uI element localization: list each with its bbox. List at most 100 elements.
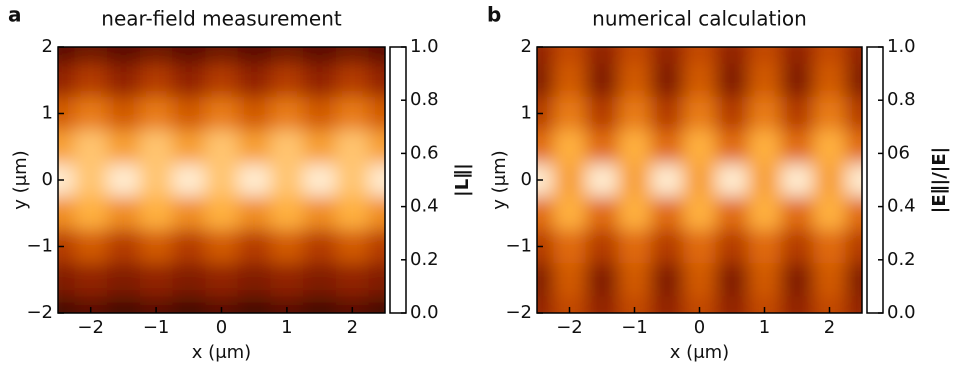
- x-tick-label: 2: [347, 317, 358, 338]
- heatmap-cell: [715, 229, 749, 264]
- heatmap-cell: [845, 229, 862, 264]
- heatmap-cell: [172, 130, 206, 164]
- heatmap-cell: [205, 63, 239, 98]
- y-axis-label: y (μm): [489, 150, 510, 209]
- heatmap-cell: [553, 47, 587, 65]
- y-tick-label: 0: [521, 169, 532, 190]
- colorbar-tick-label: 0.0: [410, 302, 439, 323]
- heatmap-cell: [335, 47, 370, 65]
- heatmap-cell: [335, 263, 370, 297]
- heatmap-cell: [74, 296, 108, 313]
- heatmap-cell: [650, 96, 684, 131]
- colorbar-tick-label: 1.0: [410, 36, 439, 57]
- heatmap-cell: [368, 63, 385, 98]
- heatmap-cell: [748, 229, 782, 264]
- x-tick-label: −2: [77, 317, 104, 338]
- heatmap-cell: [845, 163, 862, 198]
- colorbar-tick-label: 0.8: [887, 89, 916, 110]
- heatmap-cell: [537, 47, 554, 65]
- heatmap-cell: [537, 130, 554, 164]
- x-axis-label: x (μm): [670, 342, 729, 363]
- heatmap-cell: [553, 196, 587, 231]
- heatmap-cell: [270, 96, 304, 131]
- heatmap-cell: [748, 263, 782, 297]
- heatmap-cell: [368, 263, 385, 297]
- heatmap-cell: [683, 263, 717, 297]
- heatmap-cell: [335, 96, 370, 131]
- heatmap-cell: [303, 263, 337, 297]
- colorbar-tick-label: 0.4: [887, 196, 916, 217]
- y-tick-label: −2: [505, 302, 532, 323]
- heatmap-cell: [303, 130, 337, 164]
- heatmap-cell: [74, 47, 108, 65]
- heatmap-cell: [585, 63, 619, 98]
- heatmap-cell: [74, 63, 108, 98]
- heatmap-cell: [553, 130, 587, 164]
- heatmap-cell: [537, 63, 554, 98]
- heatmap-cell: [172, 47, 206, 65]
- heatmap-cell: [683, 163, 717, 198]
- heatmap-cell: [368, 96, 385, 131]
- heatmap-cell: [650, 229, 684, 264]
- heatmap-cell: [845, 47, 862, 65]
- heatmap-cell: [553, 229, 587, 264]
- heatmap-cell: [715, 163, 749, 198]
- heatmap-cell: [74, 229, 108, 264]
- panel-label: b: [487, 3, 501, 27]
- heatmap-cell: [107, 296, 141, 313]
- heatmap-cell: [205, 196, 239, 231]
- heatmap-cell: [303, 196, 337, 231]
- heatmap-cell: [270, 196, 304, 231]
- heatmap-cell: [107, 63, 141, 98]
- y-tick-label: 2: [42, 36, 53, 57]
- heatmap-cell: [780, 196, 814, 231]
- heatmap-cell: [270, 47, 304, 65]
- heatmap-cell: [107, 96, 141, 131]
- heatmap-cell: [107, 163, 141, 198]
- heatmap-cell: [537, 296, 554, 313]
- heatmap-cell: [139, 163, 173, 198]
- colorbar-tick-label: 1.0: [887, 36, 916, 57]
- heatmap-cell: [585, 163, 619, 198]
- heatmap-cell: [172, 196, 206, 231]
- heatmap-cell: [553, 63, 587, 98]
- heatmap-cell: [58, 63, 75, 98]
- heatmap-cell: [618, 47, 652, 65]
- heatmap-cell: [618, 96, 652, 131]
- y-tick-label: 0: [42, 169, 53, 190]
- colorbar-tick-label: 0.8: [410, 89, 439, 110]
- heatmap-cell: [58, 130, 75, 164]
- heatmap-cell: [780, 163, 814, 198]
- heatmap-cell: [553, 96, 587, 131]
- heatmap-cell: [650, 163, 684, 198]
- heatmap-cell: [748, 296, 782, 313]
- heatmap-cell: [58, 163, 75, 198]
- heatmap-cell: [845, 263, 862, 297]
- heatmap-cell: [205, 263, 239, 297]
- heatmap-cell: [780, 47, 814, 65]
- heatmap-cell: [303, 96, 337, 131]
- heatmap-cell: [585, 130, 619, 164]
- heatmap-cell: [107, 47, 141, 65]
- heatmap-cell: [537, 229, 554, 264]
- heatmap-cell: [537, 163, 554, 198]
- heatmap-cell: [715, 296, 749, 313]
- heatmap-cell: [107, 130, 141, 164]
- colorbar-tick-label: 06: [887, 142, 910, 163]
- colorbar-label: |L∥|: [452, 163, 473, 197]
- heatmap-cell: [139, 96, 173, 131]
- chart-title: near-field measurement: [101, 7, 342, 31]
- heatmap-cell: [58, 229, 75, 264]
- heatmap-cell: [715, 96, 749, 131]
- heatmap-cell: [303, 296, 337, 313]
- y-tick-label: −2: [26, 302, 53, 323]
- heatmap-cell: [139, 263, 173, 297]
- heatmap-cell: [650, 296, 684, 313]
- heatmap-cell: [715, 196, 749, 231]
- y-axis-label: y (μm): [10, 150, 31, 209]
- heatmap-cell: [537, 263, 554, 297]
- heatmap-cell: [683, 63, 717, 98]
- heatmap-cell: [748, 63, 782, 98]
- heatmap-cell: [537, 96, 554, 131]
- heatmap-cell: [172, 296, 206, 313]
